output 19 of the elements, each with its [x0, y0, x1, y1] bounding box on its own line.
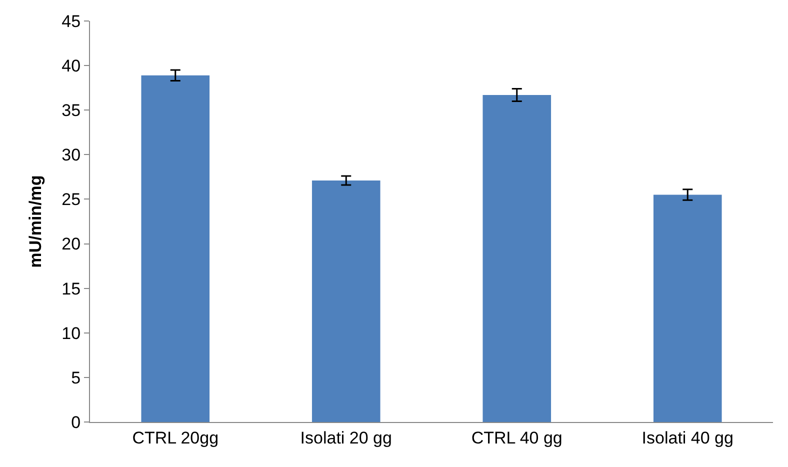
- y-tick-label: 15: [62, 279, 81, 298]
- y-tick-label: 25: [62, 190, 81, 210]
- bar: [312, 180, 380, 422]
- y-tick-label: 0: [71, 412, 81, 432]
- y-tick-label: 30: [62, 146, 81, 165]
- y-axis-title: mU/min/mg: [26, 175, 46, 268]
- y-tick-label: 40: [62, 56, 81, 76]
- y-tick-label: 35: [62, 101, 81, 120]
- y-tick-label: 10: [62, 324, 81, 343]
- x-tick-label: Isolati 40 gg: [642, 428, 734, 448]
- x-tick-label: CTRL 40 gg: [471, 428, 562, 448]
- y-tick-label: 5: [71, 368, 81, 388]
- y-tick-label: 45: [62, 12, 81, 31]
- x-tick-label: CTRL 20gg: [132, 428, 219, 448]
- bar: [141, 75, 210, 422]
- bar: [653, 194, 722, 422]
- x-tick-label: Isolati 20 gg: [300, 428, 392, 448]
- bar: [482, 94, 552, 422]
- y-tick-label: 20: [62, 234, 81, 254]
